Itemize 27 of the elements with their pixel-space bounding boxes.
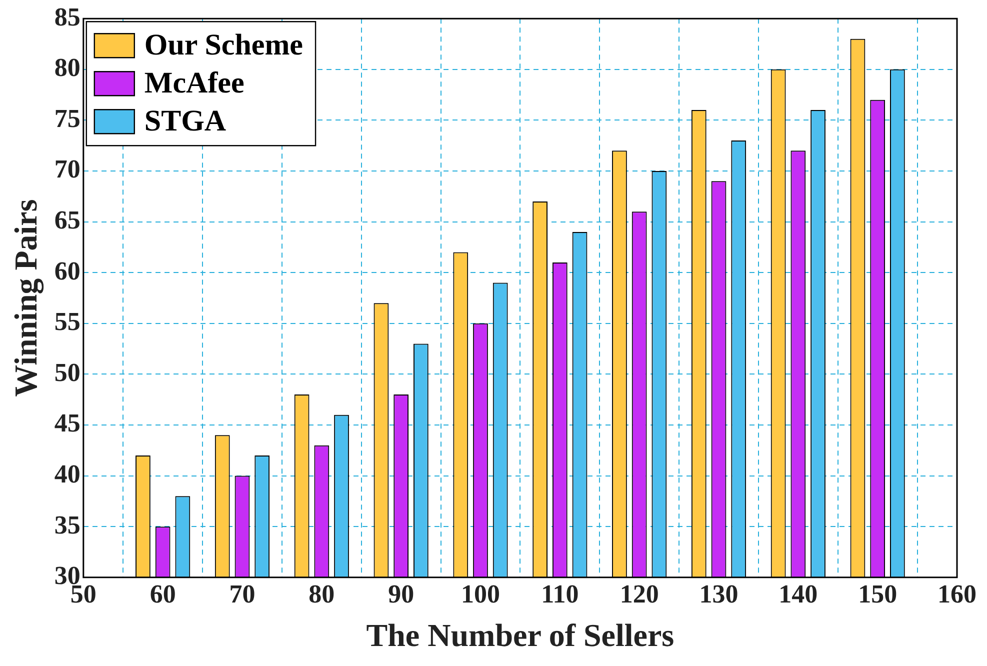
y-tick-label: 55 bbox=[54, 307, 80, 336]
legend-label: McAfee bbox=[144, 66, 244, 100]
x-tick-label: 120 bbox=[620, 580, 659, 609]
y-tick-label: 50 bbox=[54, 358, 80, 387]
x-tick-label: 60 bbox=[150, 580, 176, 609]
y-axis-title: Winning Pairs bbox=[7, 199, 44, 397]
y-tick-label: 35 bbox=[54, 510, 80, 540]
y-tick-label: 80 bbox=[54, 53, 80, 82]
x-tick-label: 160 bbox=[938, 580, 976, 609]
legend-label: Our Scheme bbox=[144, 28, 304, 62]
x-tick-label: 90 bbox=[388, 580, 414, 609]
y-tick-label: 85 bbox=[54, 2, 80, 32]
y-tick-label: 60 bbox=[54, 256, 80, 286]
x-tick-label: 130 bbox=[699, 580, 738, 609]
x-tick-label: 80 bbox=[308, 580, 335, 609]
y-tick-label: 65 bbox=[54, 206, 80, 235]
x-tick-label: 140 bbox=[778, 580, 818, 609]
y-tick-label: 45 bbox=[54, 408, 80, 438]
x-axis-title: The Number of Sellers bbox=[366, 617, 674, 654]
y-tick-label: 40 bbox=[54, 460, 80, 489]
x-tick-label: 150 bbox=[858, 580, 898, 609]
legend-label: STGA bbox=[144, 104, 226, 138]
x-tick-label: 100 bbox=[460, 580, 500, 609]
x-tick-label: 110 bbox=[541, 580, 579, 609]
x-tick-label: 70 bbox=[229, 580, 256, 609]
y-tick-label: 75 bbox=[54, 104, 80, 133]
y-tick-label: 70 bbox=[54, 154, 80, 184]
